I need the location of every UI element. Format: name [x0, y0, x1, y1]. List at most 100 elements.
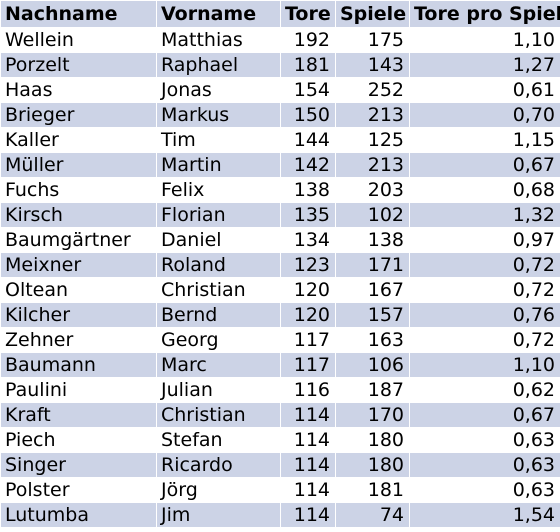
cell-vorname: Matthias — [156, 27, 281, 53]
cell-spiele: 181 — [335, 477, 410, 503]
table-row: Kirsch Florian 135 102 1,32 — [0, 202, 560, 228]
table-body: Wellein Matthias 192 175 1,10 Porzelt Raphael 1… — [0, 27, 560, 528]
table-row: Fuchs Felix 138 203 0,68 — [0, 177, 560, 203]
cell-nachname: Porzelt — [0, 52, 157, 78]
cell-nachname: Oltean — [0, 277, 157, 303]
cell-spiele: 143 — [335, 52, 410, 78]
cell-tore-pro-spiel: 0,97 — [409, 227, 560, 253]
cell-tore: 117 — [280, 352, 336, 378]
cell-vorname: Marc — [156, 352, 281, 378]
cell-nachname: Kaller — [0, 127, 157, 153]
cell-tore-pro-spiel: 0,63 — [409, 452, 560, 478]
cell-tore-pro-spiel: 0,63 — [409, 477, 560, 503]
cell-vorname: Roland — [156, 252, 281, 278]
cell-tore-pro-spiel: 0,72 — [409, 277, 560, 303]
cell-tore-pro-spiel: 0,67 — [409, 152, 560, 178]
cell-tore: 138 — [280, 177, 336, 203]
cell-spiele: 106 — [335, 352, 410, 378]
table-row: Baumgärtner Daniel 134 138 0,97 — [0, 227, 560, 253]
cell-nachname: Zehner — [0, 327, 157, 353]
cell-vorname: Martin — [156, 152, 281, 178]
cell-tore: 120 — [280, 302, 336, 328]
cell-tore-pro-spiel: 1,10 — [409, 352, 560, 378]
table-row: Kilcher Bernd 120 157 0,76 — [0, 302, 560, 328]
cell-tore: 114 — [280, 477, 336, 503]
cell-spiele: 180 — [335, 452, 410, 478]
cell-tore-pro-spiel: 0,72 — [409, 327, 560, 353]
cell-vorname: Jim — [156, 502, 281, 528]
cell-tore-pro-spiel: 1,27 — [409, 52, 560, 78]
cell-vorname: Stefan — [156, 427, 281, 453]
table-row: Meixner Roland 123 171 0,72 — [0, 252, 560, 278]
cell-spiele: 180 — [335, 427, 410, 453]
cell-vorname: Jörg — [156, 477, 281, 503]
cell-vorname: Felix — [156, 177, 281, 203]
cell-spiele: 163 — [335, 327, 410, 353]
table-row: Zehner Georg 117 163 0,72 — [0, 327, 560, 353]
cell-tore-pro-spiel: 0,68 — [409, 177, 560, 203]
cell-spiele: 175 — [335, 27, 410, 53]
cell-tore: 116 — [280, 377, 336, 403]
cell-nachname: Kraft — [0, 402, 157, 428]
cell-vorname: Markus — [156, 102, 281, 128]
table-row: Polster Jörg 114 181 0,63 — [0, 477, 560, 503]
cell-nachname: Baumann — [0, 352, 157, 378]
table-row: Wellein Matthias 192 175 1,10 — [0, 27, 560, 53]
table-row: Singer Ricardo 114 180 0,63 — [0, 452, 560, 478]
table-row: Kraft Christian 114 170 0,67 — [0, 402, 560, 428]
header-row: Nachname Vorname Tore Spiele Tore pro Sp… — [0, 0, 560, 28]
table-row: Haas Jonas 154 252 0,61 — [0, 77, 560, 103]
cell-tore-pro-spiel: 0,62 — [409, 377, 560, 403]
cell-nachname: Haas — [0, 77, 157, 103]
cell-nachname: Polster — [0, 477, 157, 503]
cell-nachname: Wellein — [0, 27, 157, 53]
header-spiele: Spiele — [335, 0, 410, 28]
cell-tore: 135 — [280, 202, 336, 228]
cell-tore: 134 — [280, 227, 336, 253]
cell-spiele: 252 — [335, 77, 410, 103]
cell-spiele: 187 — [335, 377, 410, 403]
cell-spiele: 167 — [335, 277, 410, 303]
cell-vorname: Jonas — [156, 77, 281, 103]
header-vorname: Vorname — [156, 0, 281, 28]
table-row: Kaller Tim 144 125 1,15 — [0, 127, 560, 153]
cell-tore: 114 — [280, 427, 336, 453]
cell-nachname: Müller — [0, 152, 157, 178]
cell-tore-pro-spiel: 0,63 — [409, 427, 560, 453]
cell-vorname: Ricardo — [156, 452, 281, 478]
cell-spiele: 102 — [335, 202, 410, 228]
cell-tore: 154 — [280, 77, 336, 103]
cell-tore-pro-spiel: 0,70 — [409, 102, 560, 128]
cell-nachname: Kilcher — [0, 302, 157, 328]
cell-vorname: Raphael — [156, 52, 281, 78]
cell-vorname: Bernd — [156, 302, 281, 328]
cell-spiele: 138 — [335, 227, 410, 253]
cell-spiele: 74 — [335, 502, 410, 528]
table-row: Baumann Marc 117 106 1,10 — [0, 352, 560, 378]
cell-nachname: Lutumba — [0, 502, 157, 528]
cell-tore: 192 — [280, 27, 336, 53]
cell-spiele: 157 — [335, 302, 410, 328]
cell-tore: 120 — [280, 277, 336, 303]
cell-vorname: Georg — [156, 327, 281, 353]
header-nachname: Nachname — [0, 0, 157, 28]
cell-tore: 114 — [280, 402, 336, 428]
cell-tore: 123 — [280, 252, 336, 278]
header-tore-pro-spiel: Tore pro Spiel — [409, 0, 560, 28]
table-row: Brieger Markus 150 213 0,70 — [0, 102, 560, 128]
cell-tore: 181 — [280, 52, 336, 78]
cell-tore: 142 — [280, 152, 336, 178]
cell-spiele: 213 — [335, 152, 410, 178]
cell-tore: 150 — [280, 102, 336, 128]
cell-vorname: Christian — [156, 402, 281, 428]
cell-nachname: Baumgärtner — [0, 227, 157, 253]
cell-tore-pro-spiel: 0,76 — [409, 302, 560, 328]
table-row: Piech Stefan 114 180 0,63 — [0, 427, 560, 453]
cell-spiele: 213 — [335, 102, 410, 128]
cell-spiele: 203 — [335, 177, 410, 203]
cell-spiele: 170 — [335, 402, 410, 428]
cell-tore: 114 — [280, 502, 336, 528]
cell-vorname: Christian — [156, 277, 281, 303]
cell-vorname: Tim — [156, 127, 281, 153]
